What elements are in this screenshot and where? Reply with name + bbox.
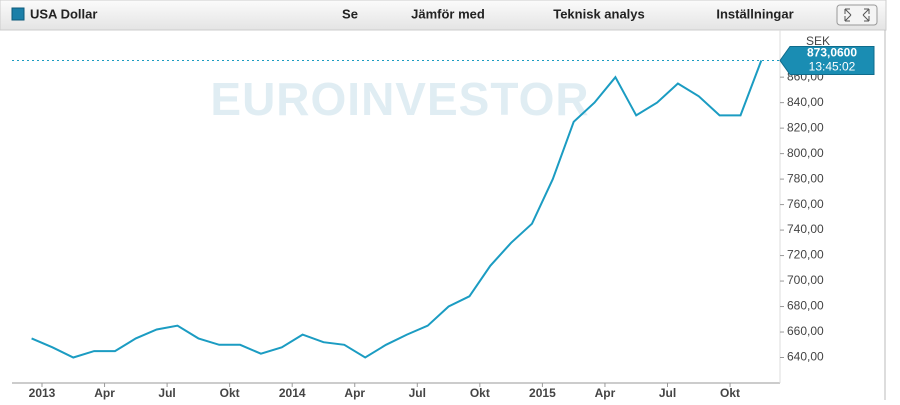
menu-item[interactable]: Inställningar [716, 6, 793, 21]
unit-label: SEK [806, 34, 830, 48]
y-tick-label: 720,00 [787, 248, 824, 262]
fullscreen-icon [844, 8, 870, 22]
x-tick-label: Apr [344, 386, 365, 400]
x-tick-label: Okt [220, 386, 240, 400]
x-tick-label: Okt [470, 386, 490, 400]
series-icon [11, 7, 25, 21]
x-tick-label: 2014 [279, 386, 306, 400]
last-value-label: 873,0600 [807, 46, 857, 60]
menu-item[interactable]: Teknisk analys [553, 6, 645, 21]
menu-item[interactable]: Jämför med [411, 6, 485, 21]
x-tick-label: Jul [659, 386, 676, 400]
y-tick-label: 740,00 [787, 222, 824, 236]
y-tick-label: 680,00 [787, 299, 824, 313]
x-tick-label: Jul [158, 386, 175, 400]
y-tick-label: 820,00 [787, 120, 824, 134]
y-tick-label: 780,00 [787, 171, 824, 185]
y-tick-label: 800,00 [787, 146, 824, 160]
x-tick-label: Okt [720, 386, 740, 400]
x-tick-label: 2013 [29, 386, 56, 400]
watermark: EUROINVESTOR [210, 73, 589, 125]
header-bar [0, 0, 887, 31]
y-tick-label: 760,00 [787, 197, 824, 211]
x-tick-label: 2015 [529, 386, 556, 400]
x-tick-label: Apr [595, 386, 616, 400]
fullscreen-button[interactable] [836, 4, 878, 26]
header-title: USA Dollar [30, 6, 97, 21]
menu-item[interactable]: Se [342, 6, 358, 21]
last-value-box [779, 46, 875, 76]
last-value-time: 13:45:02 [809, 60, 856, 74]
price-line [31, 60, 763, 359]
y-tick-label: 660,00 [787, 324, 824, 338]
y-tick-label: 640,00 [787, 350, 824, 364]
y-tick-label: 700,00 [787, 273, 824, 287]
x-tick-label: Jul [409, 386, 426, 400]
y-tick-label: 840,00 [787, 95, 824, 109]
x-tick-label: Apr [94, 386, 115, 400]
